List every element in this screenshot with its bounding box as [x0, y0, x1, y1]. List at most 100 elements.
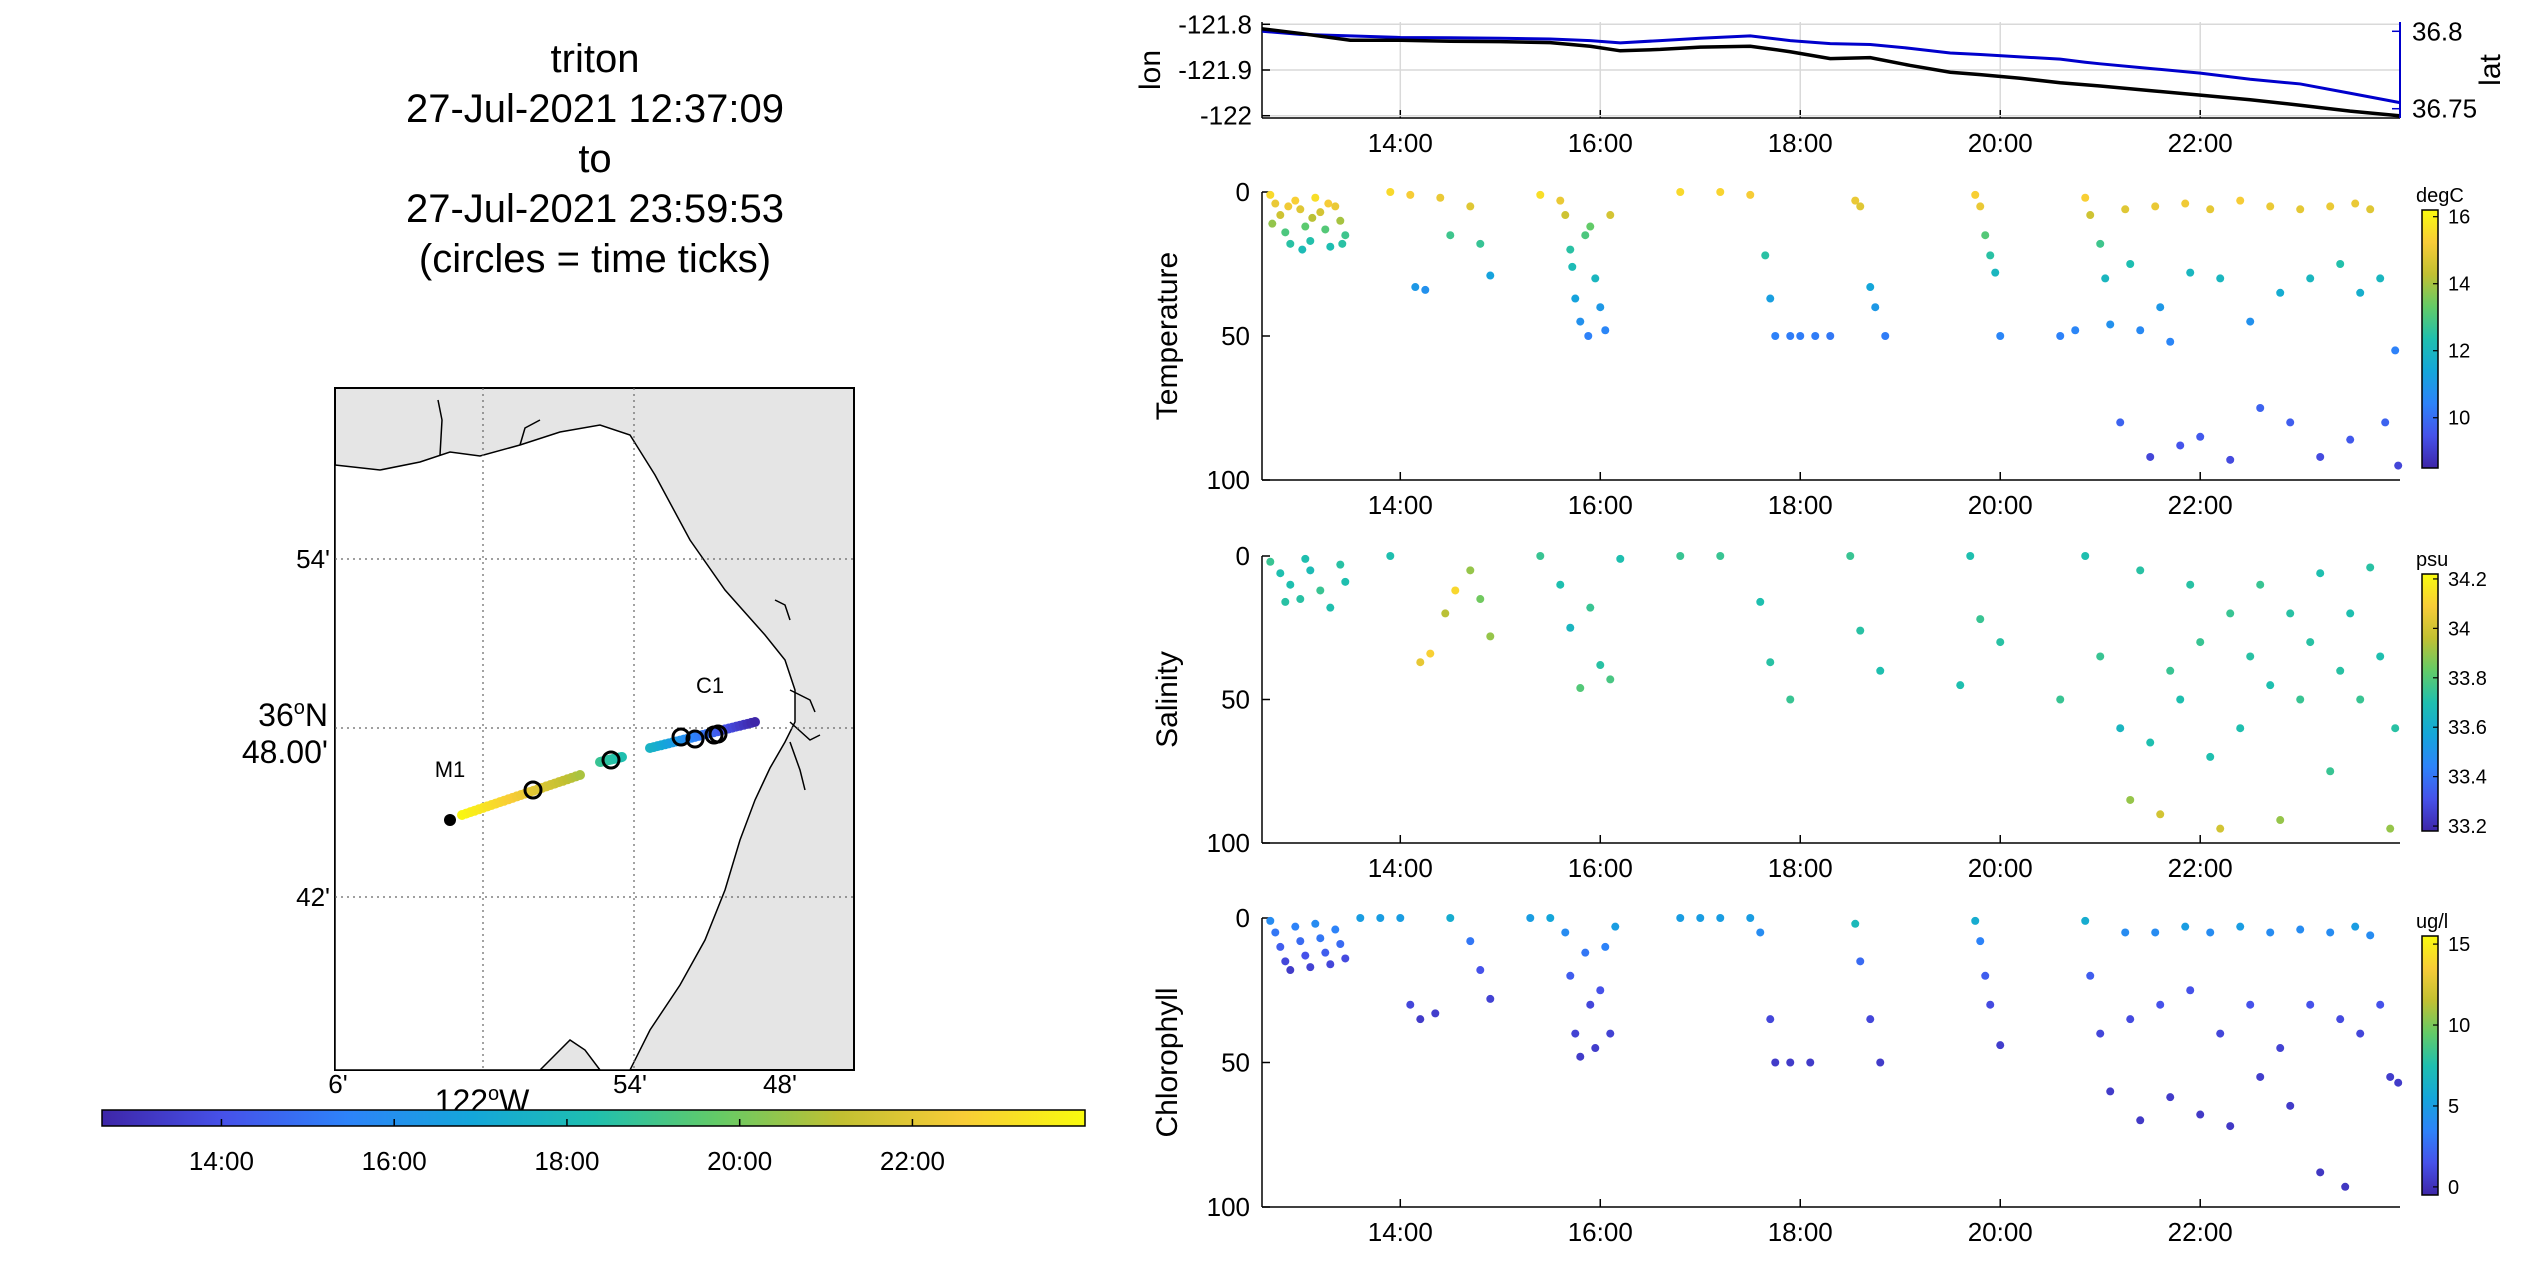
- salinity-point: [2146, 738, 2155, 747]
- temperature-point: [1991, 268, 2000, 277]
- chlorophyll-ylabel: Chlorophyll: [1151, 987, 1184, 1137]
- chlorophyll-colorbar-tick-label: 15: [2448, 934, 2470, 956]
- chlorophyll-point: [2316, 1168, 2325, 1177]
- chlorophyll-point: [2086, 971, 2095, 980]
- temperature-point: [1766, 294, 1775, 303]
- chlorophyll-point: [1676, 914, 1685, 922]
- salinity-colorbar-tick-label: 33.6: [2448, 717, 2487, 739]
- salinity-point: [1296, 595, 1305, 604]
- salinity-point: [1336, 560, 1345, 569]
- chlorophyll-point: [1546, 914, 1555, 922]
- salinity-colorbar-tick-label: 33.8: [2448, 668, 2487, 690]
- chlorophyll-point: [1996, 1041, 2005, 1050]
- temperature-point: [2151, 202, 2160, 211]
- temperature-point: [1796, 332, 1805, 340]
- temperature-point: [1986, 251, 1995, 260]
- salinity-panel: 14:00 16:00 18:00 20:00 22:00 0 50 100 Salinity p…: [1151, 541, 2487, 883]
- temperature-point: [2056, 332, 2065, 340]
- temperature-point: [1326, 242, 1335, 251]
- temperature-point: [1268, 219, 1277, 228]
- salinity-xtick-label: 18:00: [1768, 853, 1833, 883]
- temperature-point: [1591, 274, 1600, 283]
- temperature-point: [1316, 208, 1325, 217]
- chlorophyll-point: [1306, 963, 1315, 972]
- temperature-point: [2346, 435, 2355, 444]
- salinity-point: [1266, 557, 1275, 566]
- salinity-point: [2116, 724, 2125, 733]
- salinity-point: [1566, 623, 1575, 632]
- chlorophyll-units-label: ug/l: [2416, 911, 2448, 933]
- salinity-point: [1676, 552, 1685, 560]
- chlorophyll-point: [2206, 928, 2215, 937]
- position-xtick-label: 22:00: [2168, 128, 2233, 158]
- time-tick-circle: [671, 727, 691, 747]
- position-ylabel: lon: [1134, 50, 1167, 90]
- map-lon-tick-6: 6': [328, 1069, 347, 1099]
- chlorophyll-point: [2366, 931, 2375, 940]
- temperature-point: [2266, 202, 2275, 211]
- temperature-point: [1851, 196, 1860, 205]
- salinity-point: [1596, 661, 1605, 670]
- chlorophyll-point: [1786, 1058, 1795, 1067]
- chlorophyll-point: [1716, 914, 1725, 922]
- time-colorbar: 14:00 16:00 18:00 20:00 22:00: [101, 1109, 1086, 1176]
- salinity-point: [1756, 597, 1765, 606]
- temperature-point: [2081, 193, 2090, 202]
- temperature-point: [1476, 239, 1485, 248]
- chlorophyll-xtick-label: 18:00: [1768, 1217, 1833, 1247]
- temperature-xtick-label: 16:00: [1568, 490, 1633, 520]
- temperature-point: [1981, 231, 1990, 240]
- temperature-point: [2216, 274, 2225, 283]
- map-lat-tick-54: 54': [296, 544, 330, 574]
- salinity-point: [1386, 552, 1395, 560]
- temperature-point: [1421, 285, 1430, 294]
- temperature-point: [2116, 418, 2125, 427]
- salinity-colorbar: [2421, 573, 2439, 832]
- chlorophyll-point: [2156, 1000, 2165, 1009]
- salinity-point: [1341, 577, 1350, 586]
- chlorophyll-point: [1326, 960, 1335, 969]
- temperature-point: [2121, 205, 2130, 214]
- chlorophyll-point: [2286, 1101, 2295, 1110]
- salinity-colorbar-tick-label: 33.2: [2448, 816, 2487, 838]
- position-xtick-label: 14:00: [1368, 128, 1433, 158]
- track-point: [750, 717, 760, 727]
- chlorophyll-point: [1771, 1058, 1780, 1067]
- temperature-point: [1971, 190, 1980, 199]
- chlorophyll-point: [2306, 1000, 2315, 1009]
- chlorophyll-point: [1591, 1044, 1600, 1053]
- chlorophyll-point: [1981, 971, 1990, 980]
- salinity-units-label: psu: [2416, 549, 2448, 571]
- salinity-xtick-label: 20:00: [1968, 853, 2033, 883]
- chlorophyll-point: [1341, 954, 1350, 963]
- time-tick-circle: [685, 729, 705, 749]
- temperature-point: [1386, 188, 1395, 196]
- chlorophyll-point: [1466, 937, 1475, 946]
- chlorophyll-colorbar-tick-label: 0: [2448, 1177, 2459, 1199]
- chlorophyll-point: [2166, 1093, 2175, 1102]
- temperature-xtick-label: 22:00: [2168, 490, 2233, 520]
- temperature-panel: 14:00 16:00 18:00 20:00 22:00 0 50 100 Temperatu…: [1151, 177, 2470, 520]
- temperature-point: [1746, 190, 1755, 199]
- temperature-point: [1571, 294, 1580, 303]
- title-line-4: 27-Jul-2021 23:59:53: [406, 187, 784, 231]
- chlorophyll-point: [1606, 1029, 1615, 1038]
- salinity-point: [1616, 554, 1625, 563]
- temperature-point: [1281, 228, 1290, 237]
- chlorophyll-point: [1446, 914, 1455, 922]
- temperature-point: [1586, 222, 1595, 231]
- temperature-point: [2246, 317, 2255, 326]
- salinity-point: [2376, 652, 2385, 661]
- temperature-point: [1606, 211, 1615, 220]
- salinity-point: [1451, 586, 1460, 595]
- temperature-point: [2181, 199, 2190, 208]
- map-lat-tick-42: 42': [296, 882, 330, 912]
- chlorophyll-point: [2266, 928, 2275, 937]
- temperature-point: [1996, 332, 2005, 340]
- chlorophyll-point: [1866, 1015, 1875, 1024]
- chlorophyll-point: [1526, 914, 1535, 922]
- salinity-point: [1326, 603, 1335, 612]
- temperature-colorbar-tick-label: 14: [2448, 274, 2470, 296]
- chlorophyll-point: [1986, 1000, 1995, 1009]
- track-map: 54' 42' 36oN 48.00' 6' 54' 48' 122oW M1 …: [242, 387, 855, 1119]
